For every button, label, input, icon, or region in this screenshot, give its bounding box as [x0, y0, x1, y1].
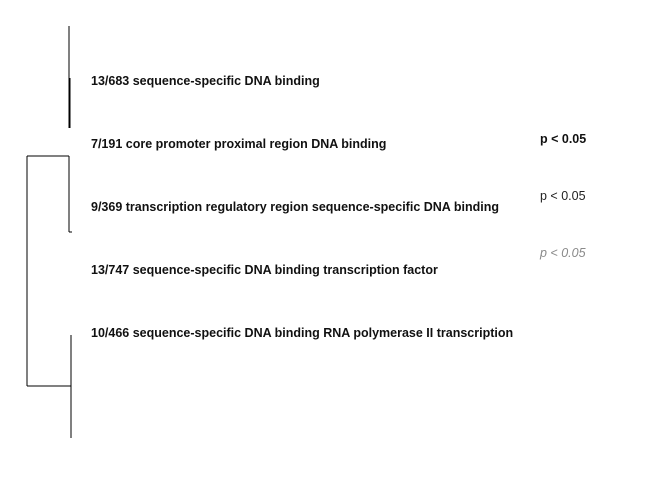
- legend-italic-significance: p < 0.05: [540, 246, 586, 260]
- legend-bold-significance: p < 0.05: [540, 132, 587, 146]
- term-label-2: 7/191 core promoter proximal region DNA …: [91, 137, 387, 151]
- term-label-5: 10/466 sequence-specific DNA binding RNA…: [91, 326, 514, 340]
- term-label-1: 13/683 sequence-specific DNA binding: [91, 74, 320, 88]
- term-label-3: 9/369 transcription regulatory region se…: [91, 200, 499, 214]
- term-label-4: 13/747 sequence-specific DNA binding tra…: [91, 263, 438, 277]
- legend-normal-significance: p < 0.05: [540, 189, 586, 203]
